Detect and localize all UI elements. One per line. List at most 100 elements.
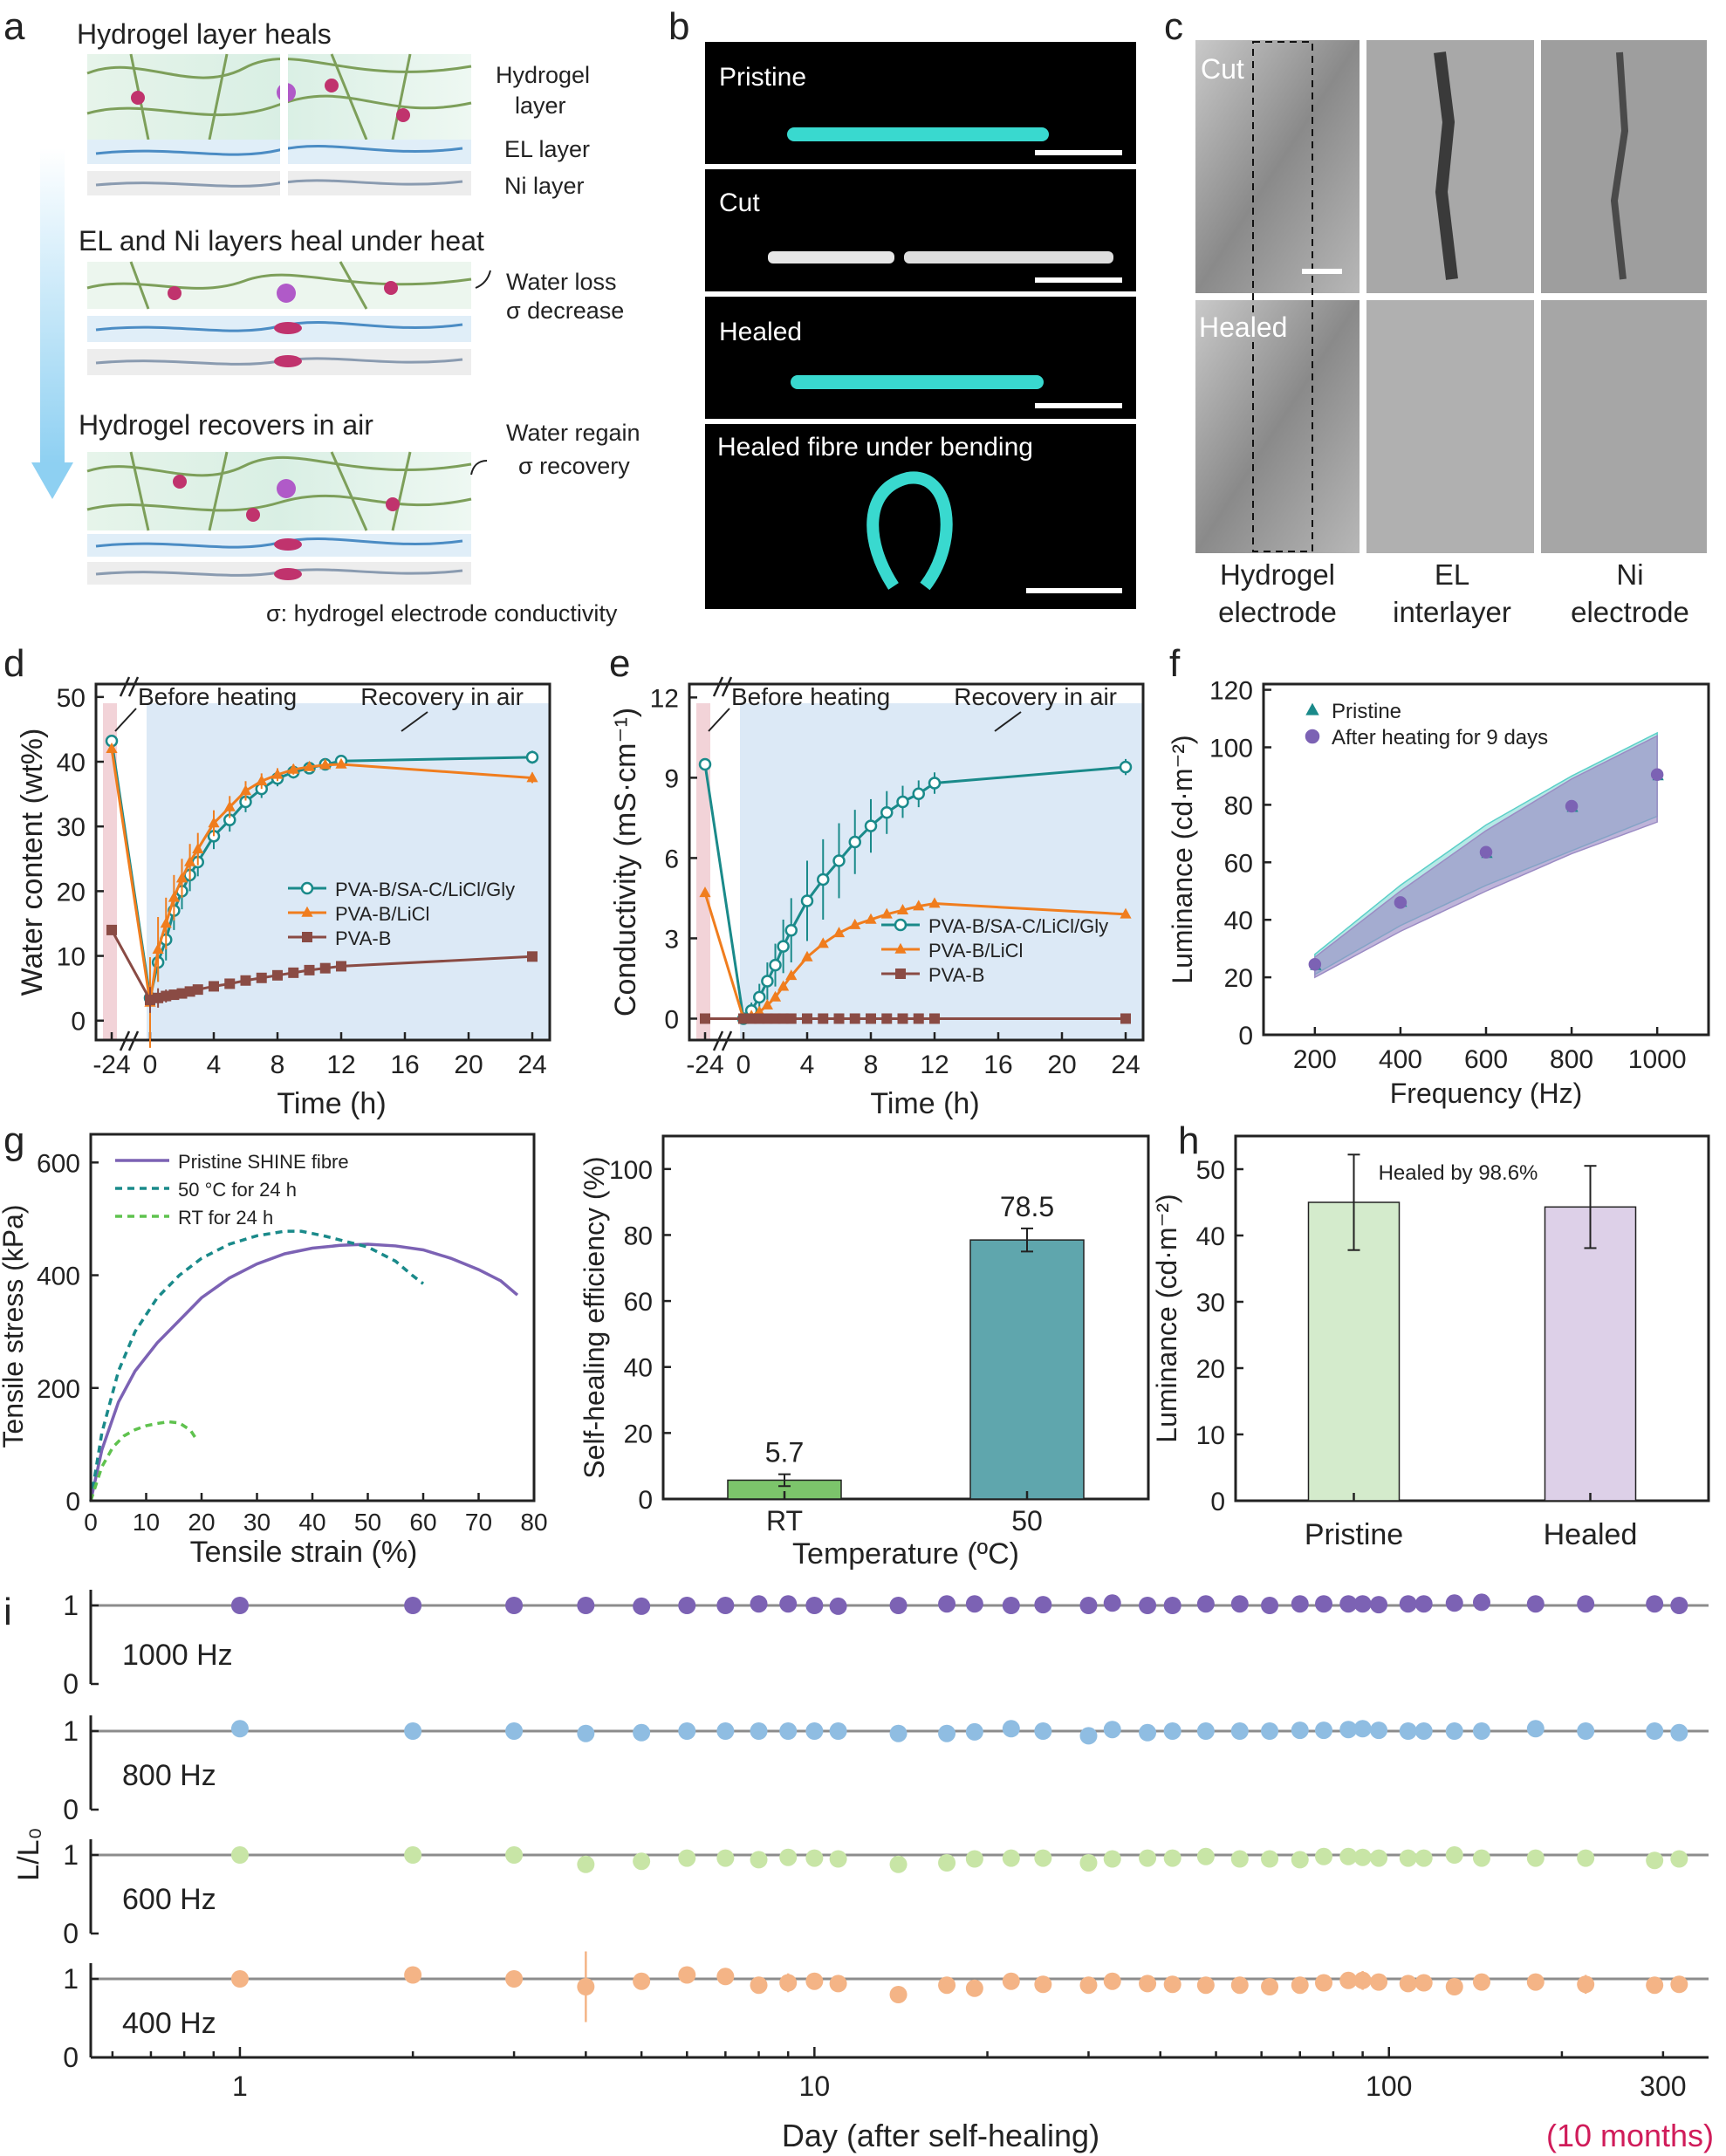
y-axis-title: Luminance (cd·m⁻²) xyxy=(1151,1194,1182,1442)
x-tick-label: 20 xyxy=(1047,1051,1076,1079)
data-point xyxy=(913,1013,924,1024)
panel-letter-d: d xyxy=(3,642,24,685)
data-point xyxy=(938,1976,956,1995)
sem-healed-el xyxy=(1366,300,1534,553)
data-point xyxy=(805,1972,824,1990)
annotation-recovery: Recovery in air xyxy=(360,683,524,710)
y-tick-label: 30 xyxy=(1196,1289,1225,1318)
data-point xyxy=(1399,1849,1417,1867)
before-heating-region xyxy=(696,703,710,1040)
y-tick-label: 40 xyxy=(1224,907,1253,935)
y-tick-label: 0 xyxy=(63,1794,79,1825)
data-point xyxy=(1577,1595,1595,1613)
legend-marker xyxy=(1305,702,1319,715)
y-tick-label: 1 xyxy=(63,1839,79,1871)
annotation-recovery: Recovery in air xyxy=(954,683,1117,710)
panel-b-photos: Pristine Cut Healed Healed fibre under b… xyxy=(705,42,1136,609)
data-point xyxy=(1577,1722,1595,1740)
bar xyxy=(969,1239,1085,1500)
step2-title: EL and Ni layers heal under heat xyxy=(79,225,484,257)
ion-dot xyxy=(173,475,187,489)
legend-marker xyxy=(1305,729,1320,744)
x-tick-label: 4 xyxy=(800,1051,815,1079)
data-point xyxy=(829,1597,847,1615)
data-point xyxy=(716,1849,735,1867)
photo-pristine xyxy=(705,42,1136,164)
scale-bar xyxy=(1026,588,1122,593)
y-tick-label: 50 xyxy=(57,684,86,713)
data-point xyxy=(777,980,790,991)
data-point xyxy=(152,942,164,954)
data-point xyxy=(106,924,117,935)
y-tick-label: 30 xyxy=(57,813,86,842)
data-point xyxy=(1399,1975,1417,1993)
data-point xyxy=(1646,1851,1664,1870)
x-axis-note: (10 months) xyxy=(1546,2118,1714,2153)
layer-stack-1 xyxy=(86,53,472,195)
recovery-region xyxy=(147,703,550,1040)
annotation-leader xyxy=(994,711,1022,732)
data-point xyxy=(716,1968,735,1986)
data-point xyxy=(817,937,829,948)
y-tick-label: 10 xyxy=(1196,1421,1225,1450)
sigma-decrease-label: σ decrease xyxy=(506,298,624,324)
ion-dot xyxy=(386,497,400,511)
data-point xyxy=(526,771,538,783)
data-point xyxy=(865,913,877,924)
data-point xyxy=(889,1855,908,1873)
y-tick-label: 40 xyxy=(57,749,86,777)
x-tick-label: 10 xyxy=(799,2070,831,2102)
data-point xyxy=(1370,1849,1388,1867)
data-point xyxy=(1103,1972,1121,1990)
data-point xyxy=(106,742,118,753)
x-tick-label: 50 xyxy=(354,1509,381,1536)
y-tick-label: 400 xyxy=(37,1263,80,1291)
data-point xyxy=(928,777,942,790)
data-point xyxy=(1650,768,1664,782)
axis-break-icon xyxy=(712,1030,733,1051)
y-tick-label: 120 xyxy=(1209,677,1253,706)
frequency-label: 400 Hz xyxy=(122,2007,216,2040)
hydrogel-layer-label-1: Hydrogel xyxy=(496,62,590,88)
water-regain-arrow-icon xyxy=(470,460,488,476)
data-point xyxy=(577,1724,595,1742)
ion-dot xyxy=(325,79,339,92)
y-axis-title: Luminance (cd·m⁻²) xyxy=(1167,735,1198,983)
sem-col-label-2a: EL xyxy=(1435,558,1469,591)
data-point xyxy=(1163,1722,1181,1740)
data-point xyxy=(224,978,236,989)
x-tick-label: 40 xyxy=(298,1509,325,1536)
data-point xyxy=(288,967,299,978)
panel-letter-g: g xyxy=(3,1119,24,1162)
data-point xyxy=(1353,1971,1372,1989)
legend-label: PVA-B xyxy=(335,927,391,949)
data-point xyxy=(1002,1849,1020,1867)
data-point xyxy=(829,1850,847,1868)
annotation-leader xyxy=(401,711,428,732)
y-tick-label: 9 xyxy=(664,764,679,793)
y-tick-label: 1 xyxy=(63,1715,79,1747)
x-tick-label: 16 xyxy=(983,1051,1012,1079)
data-point xyxy=(153,992,164,1003)
data-point xyxy=(239,784,252,796)
data-point xyxy=(633,1972,651,1990)
data-point xyxy=(849,1013,860,1024)
data-point xyxy=(833,1013,845,1024)
data-point xyxy=(698,757,712,771)
data-point xyxy=(716,1722,735,1740)
data-point xyxy=(505,1597,524,1614)
data-point xyxy=(965,1595,983,1613)
data-point xyxy=(938,1595,956,1613)
data-point xyxy=(1196,1722,1215,1740)
data-point xyxy=(779,1722,798,1740)
y-tick-label: 20 xyxy=(1196,1355,1225,1384)
data-point xyxy=(1230,1595,1249,1613)
y-tick-label: 0 xyxy=(63,2042,79,2073)
data-point xyxy=(1230,1722,1249,1740)
x-tick-label: 20 xyxy=(454,1051,483,1079)
fibre-cut-left xyxy=(768,251,894,264)
photo-cut xyxy=(705,169,1136,291)
data-point xyxy=(319,758,332,770)
data-point xyxy=(256,775,268,786)
axis-break-icon xyxy=(119,676,140,697)
